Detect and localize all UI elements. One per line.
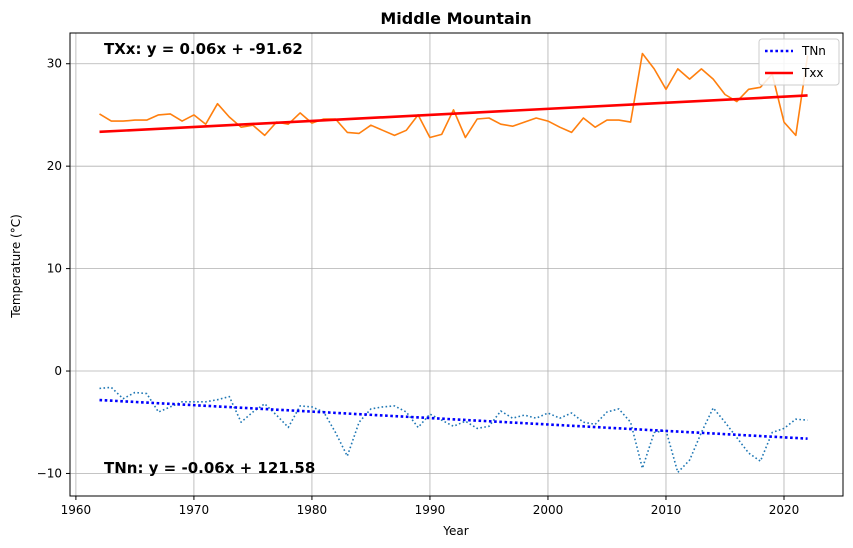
x-tick-label: 2020 xyxy=(769,503,800,517)
x-tick-label: 2000 xyxy=(533,503,564,517)
trendline-layer xyxy=(99,94,808,440)
series-line-tnn xyxy=(99,386,808,474)
annotation-txx-equation: TXx: y = 0.06x + -91.62 xyxy=(104,40,303,58)
x-tick-label: 1990 xyxy=(415,503,446,517)
y-tick-label: 30 xyxy=(47,57,62,71)
legend-box xyxy=(758,38,840,86)
y-tick-label: 20 xyxy=(47,159,62,173)
annotation-tnn-equation: TNn: y = -0.06x + 121.58 xyxy=(104,459,315,477)
x-axis-label: Year xyxy=(442,524,468,538)
y-tick-label: 0 xyxy=(54,364,62,378)
y-axis-ticks: −10 0 10 20 30 xyxy=(37,57,70,480)
chart-title: Middle Mountain xyxy=(380,9,531,28)
trendline-txx xyxy=(99,94,808,134)
y-tick-label: 10 xyxy=(47,262,62,276)
x-tick-label: 1980 xyxy=(297,503,328,517)
legend-label-txx: Txx xyxy=(801,66,824,80)
x-tick-label: 1960 xyxy=(61,503,92,517)
trendline-tnn xyxy=(99,398,808,440)
plot-area-frame xyxy=(69,32,844,497)
x-tick-label: 2010 xyxy=(651,503,682,517)
y-axis-label: Temperature (°C) xyxy=(9,214,23,319)
legend-label-tnn: TNn xyxy=(801,44,826,58)
y-tick-label: −10 xyxy=(37,466,62,480)
gridlines xyxy=(70,33,843,496)
series-layer xyxy=(99,52,809,474)
x-tick-label: 1970 xyxy=(179,503,210,517)
legend: TNn Txx xyxy=(758,38,840,86)
x-axis-ticks: 1960 1970 1980 1990 2000 2010 2020 xyxy=(61,496,800,517)
series-line-txx xyxy=(99,52,809,139)
